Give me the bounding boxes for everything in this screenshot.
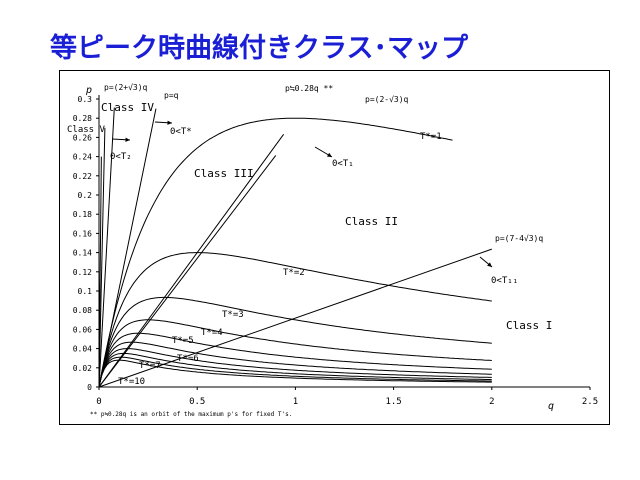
iso-peak-curve	[98, 348, 492, 386]
boundary-line-label: p=(2-√3)q	[365, 95, 409, 104]
arrow-t2-head	[125, 137, 130, 142]
x-tick-label: 1.5	[385, 397, 401, 407]
y-tick-label: 0.16	[73, 229, 92, 238]
axes: 0 0.02 0.04 0.06 0.08 0.1 0.12 0.14 0.16 0.18 0.2 0…	[73, 85, 598, 412]
boundary-lines	[98, 107, 492, 388]
iso-peak-curve	[98, 352, 492, 386]
curve-label: T*=5	[172, 336, 194, 346]
curve-label: T*=6	[177, 354, 199, 364]
arrow-t-star-head	[167, 120, 172, 125]
region-label: Class I	[506, 319, 552, 332]
arrow-label: 0<T₂	[110, 152, 132, 162]
boundary-line	[98, 107, 115, 388]
arrow-label: 0<T₁	[332, 159, 354, 169]
curve-label: T*=3	[222, 310, 244, 320]
arrow-t11-head	[487, 262, 492, 267]
boundary-line-label: p=q	[164, 91, 179, 100]
region-label: Class IV	[101, 101, 154, 114]
region-label: Class II	[345, 215, 398, 228]
y-tick-label: 0.24	[73, 153, 92, 162]
iso-peak-curve	[98, 252, 492, 385]
arrow-label: 0<T*	[170, 127, 192, 137]
x-tick-label: 0.5	[189, 397, 205, 407]
region-label: Class V	[67, 125, 106, 135]
y-axis-label: p	[85, 85, 92, 96]
x-tick-label: 1	[293, 397, 298, 407]
boundary-line	[98, 127, 106, 388]
iso-peak-curve	[98, 341, 492, 386]
page-title: 等ピーク時曲線付きクラス･マップ	[50, 33, 468, 64]
y-tick-label: 0.2	[78, 191, 93, 200]
y-tick-label: 0.28	[73, 114, 92, 123]
iso-peak-curve	[98, 332, 492, 386]
boundary-line	[98, 134, 285, 388]
curve-label: T*=7	[139, 361, 161, 371]
iso-peak-curve	[98, 356, 492, 386]
iso-peak-curve	[98, 117, 453, 385]
footnote: ** p≒0.28q is an orbit of the maximum p'…	[90, 411, 292, 418]
boundary-line	[98, 155, 277, 388]
y-tick-label: 0.22	[73, 172, 92, 181]
boundary-line-label: p≒0.28q **	[285, 84, 333, 93]
y-tick-label: 0.1	[78, 287, 93, 296]
y-tick-label: 0.06	[73, 325, 92, 334]
x-axis-label: q	[548, 401, 554, 412]
iso-peak-curve	[98, 359, 492, 386]
region-label: Class III	[194, 167, 254, 180]
iso-peak-curve	[98, 296, 492, 385]
x-tick-label: 0	[96, 397, 101, 407]
chart-frame: 0 0.02 0.04 0.06 0.08 0.1 0.12 0.14 0.16 0.18 0.2 0…	[59, 70, 610, 425]
class-map-chart: 0 0.02 0.04 0.06 0.08 0.1 0.12 0.14 0.16 0.18 0.2 0…	[67, 83, 598, 418]
curve-label: T*=2	[283, 268, 305, 278]
y-tick-label: 0	[87, 383, 92, 392]
iso-peak-curve	[98, 319, 492, 385]
x-tick-label: 2	[489, 397, 494, 407]
y-tick-label: 0.18	[73, 210, 92, 219]
boundary-line	[98, 248, 492, 388]
curve-label: T*=10	[118, 377, 145, 387]
curve-label: T*=4	[201, 328, 223, 338]
y-tick-label: 0.04	[73, 345, 92, 354]
boundary-line-label: p=(7-4√3)q	[495, 234, 543, 243]
y-tick-label: 0.12	[73, 268, 92, 277]
y-tick-label: 0.08	[73, 306, 92, 315]
iso-peak-curves	[98, 117, 492, 386]
boundary-line-label: p=(2+√3)q	[104, 83, 148, 92]
curve-label: T*=1	[420, 132, 442, 142]
y-tick-label: 0.3	[78, 95, 93, 104]
y-tick-label: 0.02	[73, 364, 92, 373]
chart-labels: p=(2+√3)q p=q p≒0.28q ** p=(2-√3)q p=(7-4√3)…	[67, 83, 552, 418]
arrow-t1-head	[327, 152, 332, 157]
x-tick-label: 2.5	[582, 397, 598, 407]
y-tick-label: 0.26	[73, 133, 92, 142]
arrow-label: 0<T₁₁	[491, 276, 518, 286]
y-tick-label: 0.14	[73, 249, 92, 258]
boundary-line	[98, 156, 102, 388]
